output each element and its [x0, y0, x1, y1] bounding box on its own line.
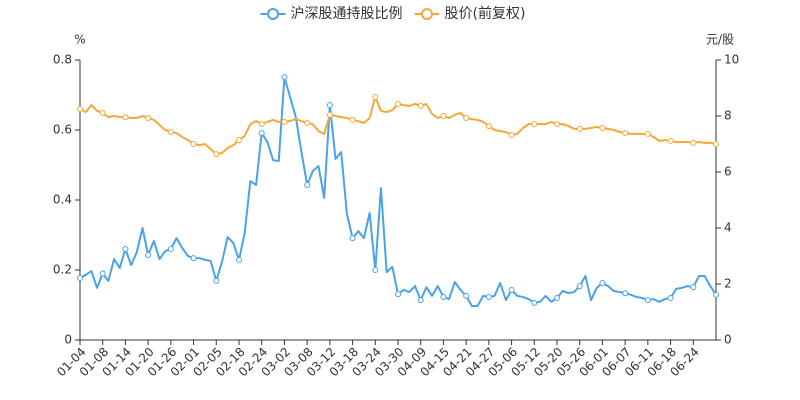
- point-marker: [690, 139, 697, 146]
- y2-tick-label: 10: [724, 53, 739, 67]
- point-marker: [326, 102, 333, 109]
- point-marker: [644, 297, 651, 304]
- point-marker: [576, 125, 583, 132]
- point-marker: [531, 299, 538, 306]
- point-marker: [599, 279, 606, 286]
- point-marker: [145, 114, 152, 121]
- point-marker: [576, 283, 583, 290]
- point-marker: [167, 128, 174, 135]
- point-marker: [485, 123, 492, 130]
- point-marker: [417, 102, 424, 109]
- y-tick-label: 0.2: [53, 263, 72, 277]
- point-marker: [236, 256, 242, 263]
- point-marker: [190, 255, 197, 262]
- point-marker: [77, 275, 83, 282]
- y2-tick-label: 2: [724, 277, 732, 291]
- point-marker: [99, 109, 106, 116]
- series-line: [79, 76, 717, 308]
- point-marker: [508, 286, 515, 293]
- point-marker: [713, 141, 719, 147]
- y2-tick-label: 0: [724, 333, 732, 347]
- y-tick-label: 0.4: [53, 193, 72, 207]
- point-marker: [99, 270, 106, 277]
- point-marker: [167, 246, 174, 252]
- point-marker: [122, 114, 129, 121]
- y-tick-label: 0: [64, 333, 72, 347]
- legend-label: 沪深股通持股比例: [291, 6, 403, 22]
- y2-tick-label: 4: [724, 221, 732, 235]
- point-marker: [122, 246, 129, 252]
- point-marker: [713, 291, 719, 298]
- point-marker: [667, 295, 674, 301]
- point-marker: [236, 137, 242, 144]
- point-marker: [417, 297, 424, 304]
- point-marker: [213, 151, 220, 158]
- point-marker: [440, 293, 447, 300]
- y-axis-label: %: [74, 33, 85, 47]
- point-marker: [508, 132, 515, 139]
- point-marker: [667, 137, 674, 144]
- y-tick-label: 0.6: [53, 123, 72, 137]
- legend-marker: [421, 8, 433, 20]
- point-marker: [599, 125, 606, 132]
- point-marker: [554, 295, 560, 301]
- point-marker: [644, 130, 651, 137]
- point-marker: [281, 118, 288, 125]
- point-marker: [622, 290, 629, 297]
- point-marker: [258, 130, 265, 137]
- point-marker: [349, 235, 356, 242]
- point-marker: [77, 106, 83, 112]
- point-marker: [463, 292, 470, 299]
- point-marker: [690, 284, 697, 291]
- point-marker: [395, 291, 401, 298]
- point-marker: [304, 181, 311, 188]
- point-marker: [258, 121, 265, 128]
- y2-axis-label: 元/股: [706, 33, 734, 47]
- y2-tick-label: 8: [724, 109, 732, 123]
- point-marker: [554, 121, 560, 128]
- legend-label: 股价(前复权): [445, 5, 526, 22]
- legend-marker: [267, 8, 279, 20]
- point-marker: [622, 130, 629, 137]
- point-marker: [463, 114, 470, 121]
- point-marker: [372, 267, 379, 273]
- point-marker: [349, 116, 356, 123]
- point-marker: [145, 251, 152, 258]
- point-marker: [372, 93, 379, 100]
- point-marker: [395, 100, 401, 107]
- point-marker: [485, 293, 492, 300]
- point-marker: [213, 277, 220, 284]
- y2-tick-label: 6: [724, 165, 732, 179]
- point-marker: [281, 74, 288, 81]
- y-tick-label: 0.8: [53, 53, 72, 67]
- point-marker: [531, 121, 538, 128]
- point-marker: [304, 120, 311, 126]
- point-marker: [190, 141, 197, 147]
- point-marker: [326, 111, 333, 118]
- point-marker: [440, 113, 447, 119]
